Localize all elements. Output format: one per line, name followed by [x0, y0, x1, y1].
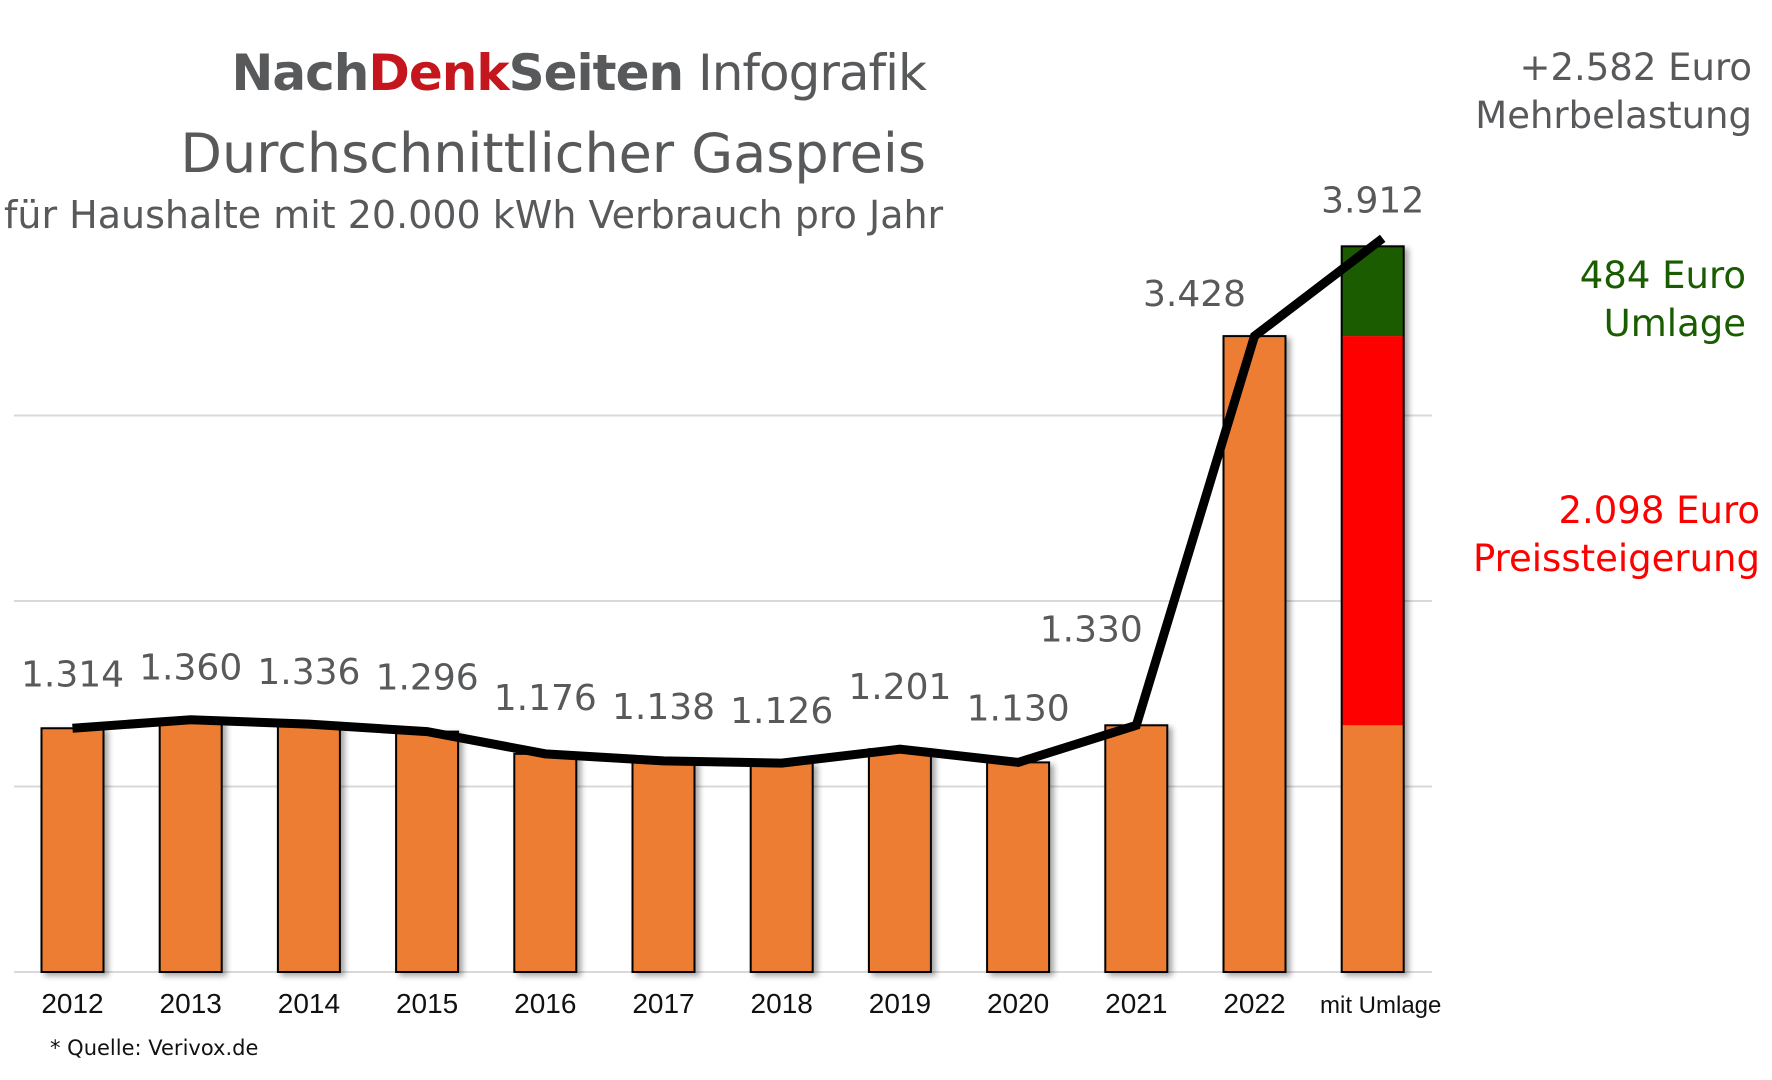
bar-2019 — [867, 748, 932, 973]
value-label: 1.126 — [730, 691, 833, 732]
note-total-amount: +2.582 Euro — [1519, 46, 1752, 89]
x-tick-label: 2022 — [1223, 988, 1285, 1019]
value-label: 1.314 — [21, 654, 124, 695]
stacked-bar — [1340, 245, 1405, 974]
note-umlage-label: Umlage — [1603, 302, 1746, 345]
brand-nach: Nach — [231, 44, 370, 102]
bar-2013 — [158, 718, 223, 973]
bar-2012 — [40, 727, 105, 973]
value-label: 3.428 — [1143, 274, 1246, 315]
bar-2018 — [749, 762, 814, 974]
brand-denk: Denk — [368, 44, 509, 102]
bar-2016 — [513, 752, 578, 973]
note-price: 2.098 Euro Preissteigerung — [1473, 487, 1760, 583]
source-note: * Quelle: Verivox.de — [50, 1036, 259, 1060]
chart-title: Durchschnittlicher Gaspreis — [180, 122, 926, 185]
note-total: +2.582 Euro Mehrbelastung — [1475, 44, 1752, 140]
value-label: 1.296 — [376, 658, 479, 699]
x-tick-label: 2017 — [632, 988, 694, 1019]
bar-segment-preissteigerung — [1341, 336, 1404, 726]
x-tick-label: 2016 — [514, 988, 576, 1019]
value-label: 1.330 — [1040, 609, 1143, 650]
bar-2022 — [1222, 335, 1287, 973]
x-tick-label: 2020 — [987, 988, 1049, 1019]
note-total-label: Mehrbelastung — [1475, 94, 1752, 137]
x-tick-label: mit Umlage — [1320, 992, 1441, 1019]
trend-line — [72, 234, 1386, 768]
bar-2014 — [276, 723, 341, 973]
value-label: 1.130 — [967, 688, 1070, 729]
bar-segment-base — [1341, 725, 1404, 972]
x-tick-label: 2019 — [869, 988, 931, 1019]
note-umlage-amount: 484 Euro — [1579, 254, 1746, 297]
bar-2017 — [631, 759, 696, 973]
value-label: 1.138 — [612, 687, 715, 728]
brand-suffix: Infografik — [683, 44, 927, 102]
value-label: 1.176 — [494, 678, 597, 719]
bar-2015 — [395, 730, 460, 973]
value-label: 1.360 — [139, 648, 242, 689]
brand-seiten: Seiten — [508, 44, 684, 102]
x-tick-label: 2013 — [160, 988, 222, 1019]
x-tick-label: 2021 — [1105, 988, 1167, 1019]
x-tick-label: 2012 — [41, 988, 103, 1019]
x-tick-label: 2018 — [751, 988, 813, 1019]
x-tick-label: 2014 — [278, 988, 340, 1019]
note-price-amount: 2.098 Euro — [1558, 489, 1760, 532]
value-label: 3.912 — [1321, 180, 1424, 221]
note-price-label: Preissteigerung — [1472, 537, 1760, 580]
note-umlage: 484 Euro Umlage — [1580, 252, 1746, 348]
value-label: 1.336 — [257, 652, 360, 693]
value-label: 1.201 — [848, 667, 951, 708]
brand-logo: NachDenkSeiten Infografik — [0, 44, 927, 102]
x-tick-label: 2015 — [396, 988, 458, 1019]
bar-2021 — [1104, 724, 1169, 973]
chart-subtitle: für Haushalte mit 20.000 kWh Verbrauch p… — [4, 193, 944, 237]
bar-2020 — [986, 761, 1051, 974]
